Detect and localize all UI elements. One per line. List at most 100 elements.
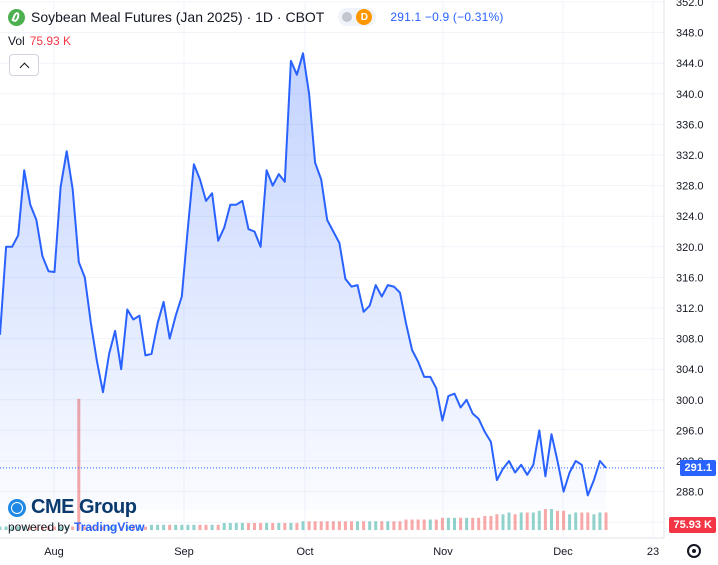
volume-bar xyxy=(259,523,263,530)
volume-bar xyxy=(301,521,305,531)
price-tick-label: 320.0 xyxy=(676,242,704,254)
volume-bar xyxy=(446,517,450,531)
volume-bar xyxy=(386,521,390,531)
volume-bar xyxy=(525,512,529,530)
time-axis: Aug Sep Oct Nov Dec 23 xyxy=(44,546,659,558)
volume-bar xyxy=(137,524,141,531)
volume-bar xyxy=(156,524,160,531)
collapse-legend-button[interactable] xyxy=(9,54,39,76)
price-tick-label: 304.0 xyxy=(676,364,704,376)
price-tick-label: 348.0 xyxy=(676,28,704,40)
volume-bar xyxy=(16,526,20,530)
price-tick-label: 308.0 xyxy=(676,334,704,346)
symbol-title[interactable]: Soybean Meal Futures (Jan 2025) · 1D · C… xyxy=(31,9,325,25)
volume-bar xyxy=(513,514,517,531)
volume-bar xyxy=(180,524,184,531)
volume-bar xyxy=(4,526,8,530)
volume-bar xyxy=(556,510,559,531)
volume-bar xyxy=(325,521,329,531)
chart-header: Soybean Meal Futures (Jan 2025) · 1D · C… xyxy=(8,6,504,28)
volume-bar xyxy=(253,523,256,530)
volume-label: Vol xyxy=(8,34,25,48)
volume-bar xyxy=(362,521,366,531)
price-tick-label: 332.0 xyxy=(676,150,704,162)
volume-bar xyxy=(416,519,420,530)
time-tick-label: Aug xyxy=(44,546,64,558)
price-tick-label: 296.0 xyxy=(676,425,704,437)
powered-by-tradingview[interactable]: powered by TradingView xyxy=(8,520,145,534)
volume-bar xyxy=(150,524,153,531)
volume-bar xyxy=(404,519,408,530)
volume-tag: 75.93 K xyxy=(669,517,716,533)
volume-bar xyxy=(465,517,469,531)
cme-logo-text: CME Group xyxy=(31,496,137,518)
volume-bar xyxy=(374,521,378,531)
volume-bar xyxy=(592,514,596,531)
volume-bar xyxy=(440,517,444,531)
volume-bar xyxy=(537,510,541,531)
tradingview-link[interactable]: TradingView xyxy=(74,520,145,534)
volume-bar xyxy=(392,521,396,531)
delayed-badge: D xyxy=(356,9,373,25)
price-line xyxy=(0,52,607,497)
volume-bar xyxy=(580,512,584,530)
volume-bar xyxy=(343,521,347,531)
settings-gear-icon[interactable] xyxy=(687,544,701,558)
volume-bar xyxy=(198,524,202,531)
volume-bar xyxy=(562,510,566,531)
volume-bar xyxy=(380,521,384,531)
volume-bar xyxy=(107,526,111,530)
volume-bar xyxy=(574,512,578,530)
volume-bar xyxy=(283,523,287,530)
price-tick-label: 340.0 xyxy=(676,89,704,101)
volume-value: 75.93 K xyxy=(29,34,72,48)
volume-bar xyxy=(222,523,226,530)
price-area xyxy=(0,53,606,511)
volume-bar xyxy=(216,524,220,531)
volume-bar xyxy=(53,526,56,530)
volume-bar xyxy=(598,512,602,530)
volume-bar xyxy=(95,526,99,530)
volume-bar xyxy=(10,526,14,530)
volume-bar xyxy=(240,523,244,530)
volume-bar xyxy=(295,523,299,530)
volume-bar xyxy=(22,526,26,530)
price-tick-label: 324.0 xyxy=(676,211,704,223)
price-tick-label: 352.0 xyxy=(676,0,704,9)
volume-bar xyxy=(586,512,590,530)
volume-bar xyxy=(47,526,50,530)
volume-bar xyxy=(459,517,463,531)
volume-bar xyxy=(204,524,208,531)
time-tick-label: Nov xyxy=(433,546,453,558)
cme-globe-icon xyxy=(8,498,26,517)
volume-bar xyxy=(247,523,250,530)
volume-bar xyxy=(0,526,2,530)
volume-bar xyxy=(550,509,553,530)
volume-bar xyxy=(489,516,493,530)
volume-bar xyxy=(101,526,105,530)
last-price-tag: 291.1 xyxy=(680,459,716,476)
volume-legend: Vol 75.93 K xyxy=(8,34,71,48)
volume-bar xyxy=(28,526,32,530)
volume-bar xyxy=(265,523,269,530)
volume-bar xyxy=(192,524,196,531)
volume-bar xyxy=(162,524,166,531)
price-tick-label: 344.0 xyxy=(676,58,704,70)
volume-bar xyxy=(337,521,341,531)
time-tick-label: Oct xyxy=(296,546,313,558)
volume-bar xyxy=(319,521,323,531)
volume-bar xyxy=(234,523,238,530)
volume-bar xyxy=(34,526,38,530)
volume-bar xyxy=(228,523,232,530)
volume-bar xyxy=(71,526,75,530)
volume-bar xyxy=(477,517,481,531)
volume-bar xyxy=(471,517,475,531)
powered-by-label: powered by xyxy=(8,520,71,534)
price-tick-label: 288.0 xyxy=(676,487,704,499)
status-dot-icon xyxy=(342,12,353,22)
time-tick-label: 23 xyxy=(647,546,659,558)
volume-bar xyxy=(143,526,147,530)
volume-bar xyxy=(453,517,456,531)
market-status-pill[interactable]: D xyxy=(338,8,377,26)
